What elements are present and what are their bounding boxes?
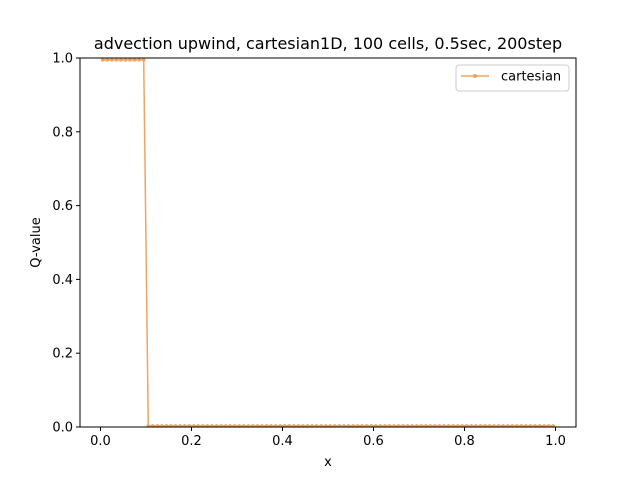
y-axis-label: Q-value <box>29 217 44 267</box>
data-point <box>100 58 105 62</box>
plot-frame <box>79 57 577 428</box>
y-tick-label: 0.0 <box>52 421 73 436</box>
legend-label: cartesian <box>501 70 561 85</box>
x-tick-label: 1.0 <box>545 434 566 449</box>
data-point <box>110 58 114 62</box>
legend-marker-swatch <box>473 74 477 78</box>
data-point <box>114 58 119 62</box>
x-tick-label: 0.6 <box>363 434 384 449</box>
data-point <box>132 58 137 62</box>
data-point <box>128 58 132 62</box>
y-axis-ticks: 0.0 0.2 0.4 0.6 0.8 1.0 <box>52 52 80 436</box>
x-tick-label: 0.2 <box>181 434 202 449</box>
chart-title: advection upwind, cartesian1D, 100 cells… <box>94 34 562 53</box>
y-tick-label: 0.6 <box>52 199 73 214</box>
y-tick-label: 0.2 <box>52 347 73 362</box>
data-point <box>119 58 123 62</box>
series-line-cartesian <box>102 59 554 427</box>
x-tick-label: 0.0 <box>90 434 111 449</box>
plot-background <box>80 58 576 427</box>
legend: cartesian <box>455 64 570 92</box>
legend-box <box>455 64 570 92</box>
y-tick-label: 0.8 <box>52 125 73 140</box>
x-tick-label: 0.8 <box>454 434 475 449</box>
x-axis-label: x <box>324 455 332 470</box>
data-point <box>141 58 146 62</box>
y-tick-label: 0.4 <box>52 273 73 288</box>
x-tick-label: 0.4 <box>272 434 293 449</box>
data-point <box>137 58 141 62</box>
data-point <box>123 58 128 62</box>
y-tick-label: 1.0 <box>52 52 73 67</box>
data-point <box>105 58 110 62</box>
x-axis-ticks: 0.0 0.2 0.4 0.6 0.8 1.0 <box>90 427 566 449</box>
plot-area <box>80 58 576 428</box>
